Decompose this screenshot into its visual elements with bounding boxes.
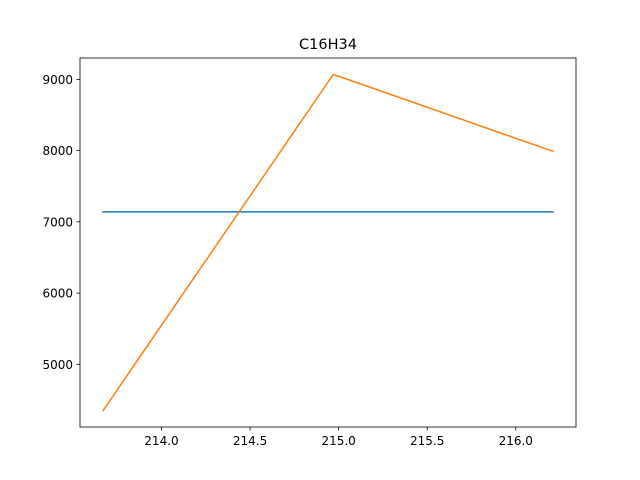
x-tick-label: 215.0	[321, 434, 355, 448]
y-tick-label: 6000	[42, 287, 73, 301]
x-tick-label: 215.5	[410, 434, 444, 448]
x-tick-label: 214.5	[233, 434, 267, 448]
y-axis: 5000 6000 7000 8000 9000	[42, 73, 80, 372]
x-axis: 214.0 214.5 215.0 215.5 216.0	[144, 427, 533, 448]
y-tick-label: 5000	[42, 358, 73, 372]
series-2-line	[101, 73, 554, 412]
x-tick-label: 214.0	[144, 434, 178, 448]
x-tick-label: 216.0	[499, 434, 533, 448]
chart-title: C16H34	[299, 37, 357, 53]
series-layer	[101, 73, 554, 412]
y-tick-label: 7000	[42, 215, 73, 229]
y-tick-label: 8000	[42, 144, 73, 158]
plot-frame	[79, 57, 577, 428]
y-tick-label: 9000	[42, 73, 73, 87]
